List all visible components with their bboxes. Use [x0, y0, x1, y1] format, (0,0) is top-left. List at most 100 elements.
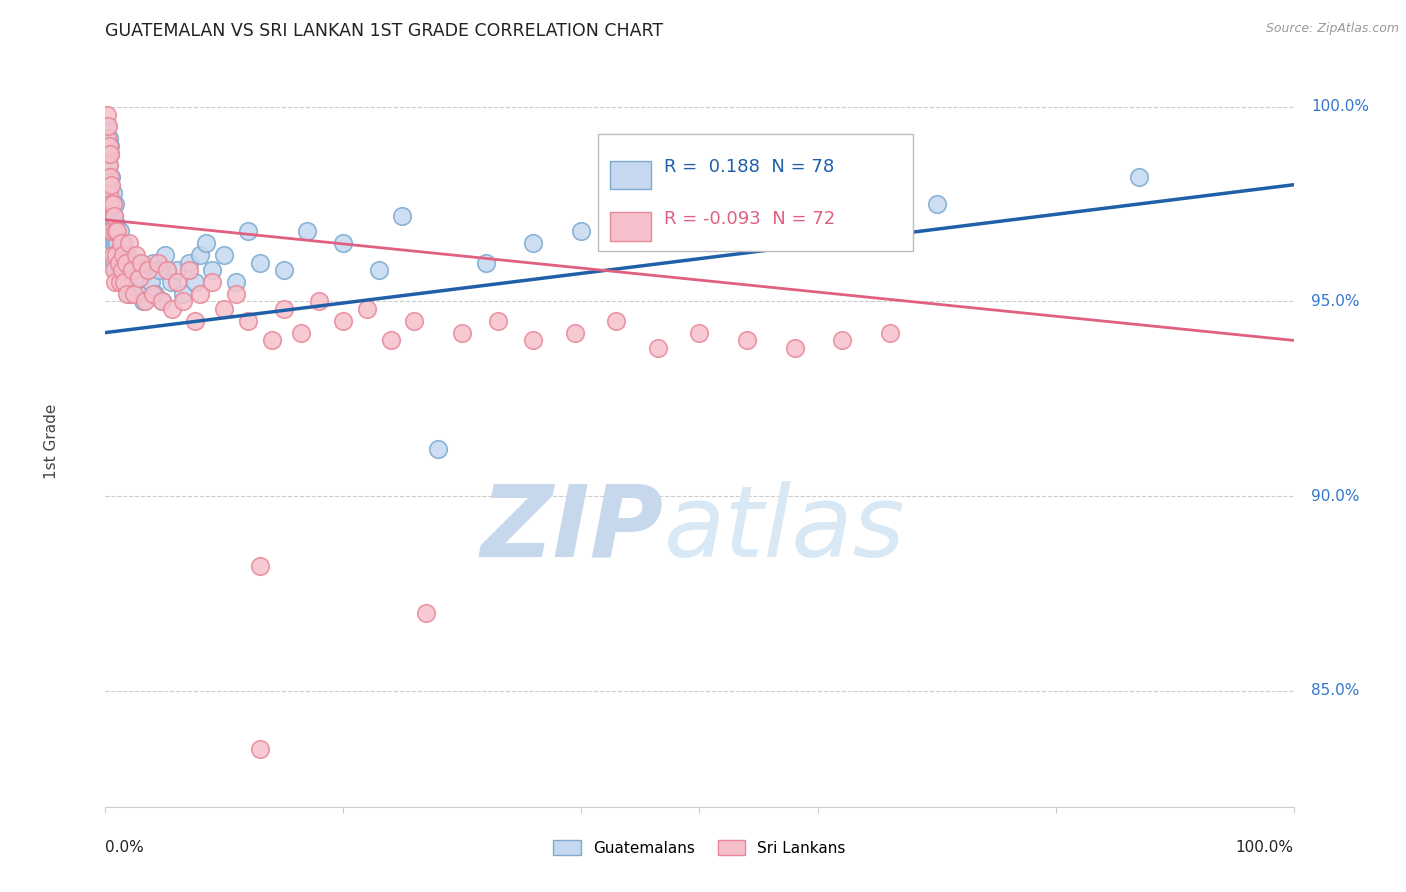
Point	[522, 236, 544, 251]
Point	[114, 275, 136, 289]
Point	[735, 334, 758, 348]
Point	[98, 186, 121, 200]
Text: R = -0.093  N = 72: R = -0.093 N = 72	[664, 210, 835, 227]
Point	[111, 275, 134, 289]
Point	[112, 263, 135, 277]
Text: ZIP: ZIP	[481, 481, 664, 578]
Text: 85.0%: 85.0%	[1312, 683, 1360, 698]
Point	[100, 224, 122, 238]
Point	[108, 224, 131, 238]
Point	[125, 248, 148, 262]
Point	[201, 275, 224, 289]
Point	[249, 742, 271, 756]
Point	[273, 263, 295, 277]
Point	[100, 178, 122, 192]
Point	[159, 275, 181, 289]
Point	[120, 286, 142, 301]
Point	[103, 224, 125, 238]
Point	[100, 209, 122, 223]
Point	[103, 255, 125, 269]
Point	[689, 326, 711, 340]
Point	[105, 248, 128, 262]
Point	[105, 255, 128, 269]
Point	[104, 224, 127, 238]
Point	[297, 224, 319, 238]
Point	[97, 120, 120, 134]
Point	[98, 146, 121, 161]
Point	[177, 263, 200, 277]
Point	[332, 236, 354, 251]
Point	[214, 302, 236, 317]
Point	[759, 224, 782, 238]
Point	[404, 314, 426, 328]
Text: 90.0%: 90.0%	[1312, 489, 1360, 503]
Point	[104, 197, 127, 211]
Point	[249, 255, 271, 269]
Text: 0.0%: 0.0%	[105, 840, 145, 855]
Point	[96, 108, 118, 122]
Point	[98, 197, 121, 211]
Point	[564, 326, 586, 340]
Point	[103, 263, 125, 277]
Point	[114, 275, 136, 289]
Text: 1st Grade: 1st Grade	[45, 404, 59, 479]
Point	[190, 286, 212, 301]
Point	[152, 294, 174, 309]
Point	[98, 158, 121, 172]
Point	[142, 286, 165, 301]
Point	[153, 248, 176, 262]
Point	[522, 334, 544, 348]
Text: 100.0%: 100.0%	[1312, 99, 1369, 114]
Point	[105, 263, 128, 277]
Point	[190, 248, 212, 262]
Point	[356, 302, 378, 317]
Point	[101, 186, 124, 200]
Point	[290, 326, 312, 340]
Point	[124, 263, 146, 277]
Point	[122, 286, 145, 301]
Point	[569, 224, 592, 238]
Point	[647, 341, 669, 355]
Point	[156, 263, 179, 277]
Point	[214, 248, 236, 262]
FancyBboxPatch shape	[599, 135, 914, 252]
Point	[98, 139, 121, 153]
Point	[115, 248, 138, 262]
Point	[142, 255, 165, 269]
Legend: Guatemalans, Sri Lankans: Guatemalans, Sri Lankans	[547, 834, 852, 862]
Point	[104, 275, 127, 289]
Point	[112, 248, 135, 262]
Point	[148, 263, 170, 277]
Point	[1128, 169, 1150, 184]
Point	[195, 236, 218, 251]
Point	[111, 263, 134, 277]
Text: 95.0%: 95.0%	[1312, 294, 1360, 309]
Point	[121, 255, 143, 269]
Point	[166, 275, 188, 289]
Point	[172, 286, 194, 301]
Point	[107, 255, 129, 269]
Point	[380, 334, 402, 348]
Point	[236, 314, 259, 328]
Text: R =  0.188  N = 78: R = 0.188 N = 78	[664, 158, 834, 176]
Point	[96, 131, 118, 145]
Point	[100, 224, 122, 238]
Point	[367, 263, 389, 277]
Point	[129, 255, 152, 269]
Point	[146, 255, 169, 269]
Point	[183, 314, 205, 328]
Point	[689, 197, 711, 211]
Point	[308, 294, 330, 309]
Point	[96, 120, 118, 134]
Point	[783, 341, 806, 355]
Point	[121, 263, 143, 277]
Point	[98, 158, 121, 172]
Point	[172, 294, 194, 309]
Point	[415, 606, 437, 620]
Point	[201, 263, 224, 277]
Point	[107, 248, 129, 262]
Point	[183, 275, 205, 289]
FancyBboxPatch shape	[610, 212, 651, 241]
Point	[121, 275, 143, 289]
Point	[132, 294, 155, 309]
